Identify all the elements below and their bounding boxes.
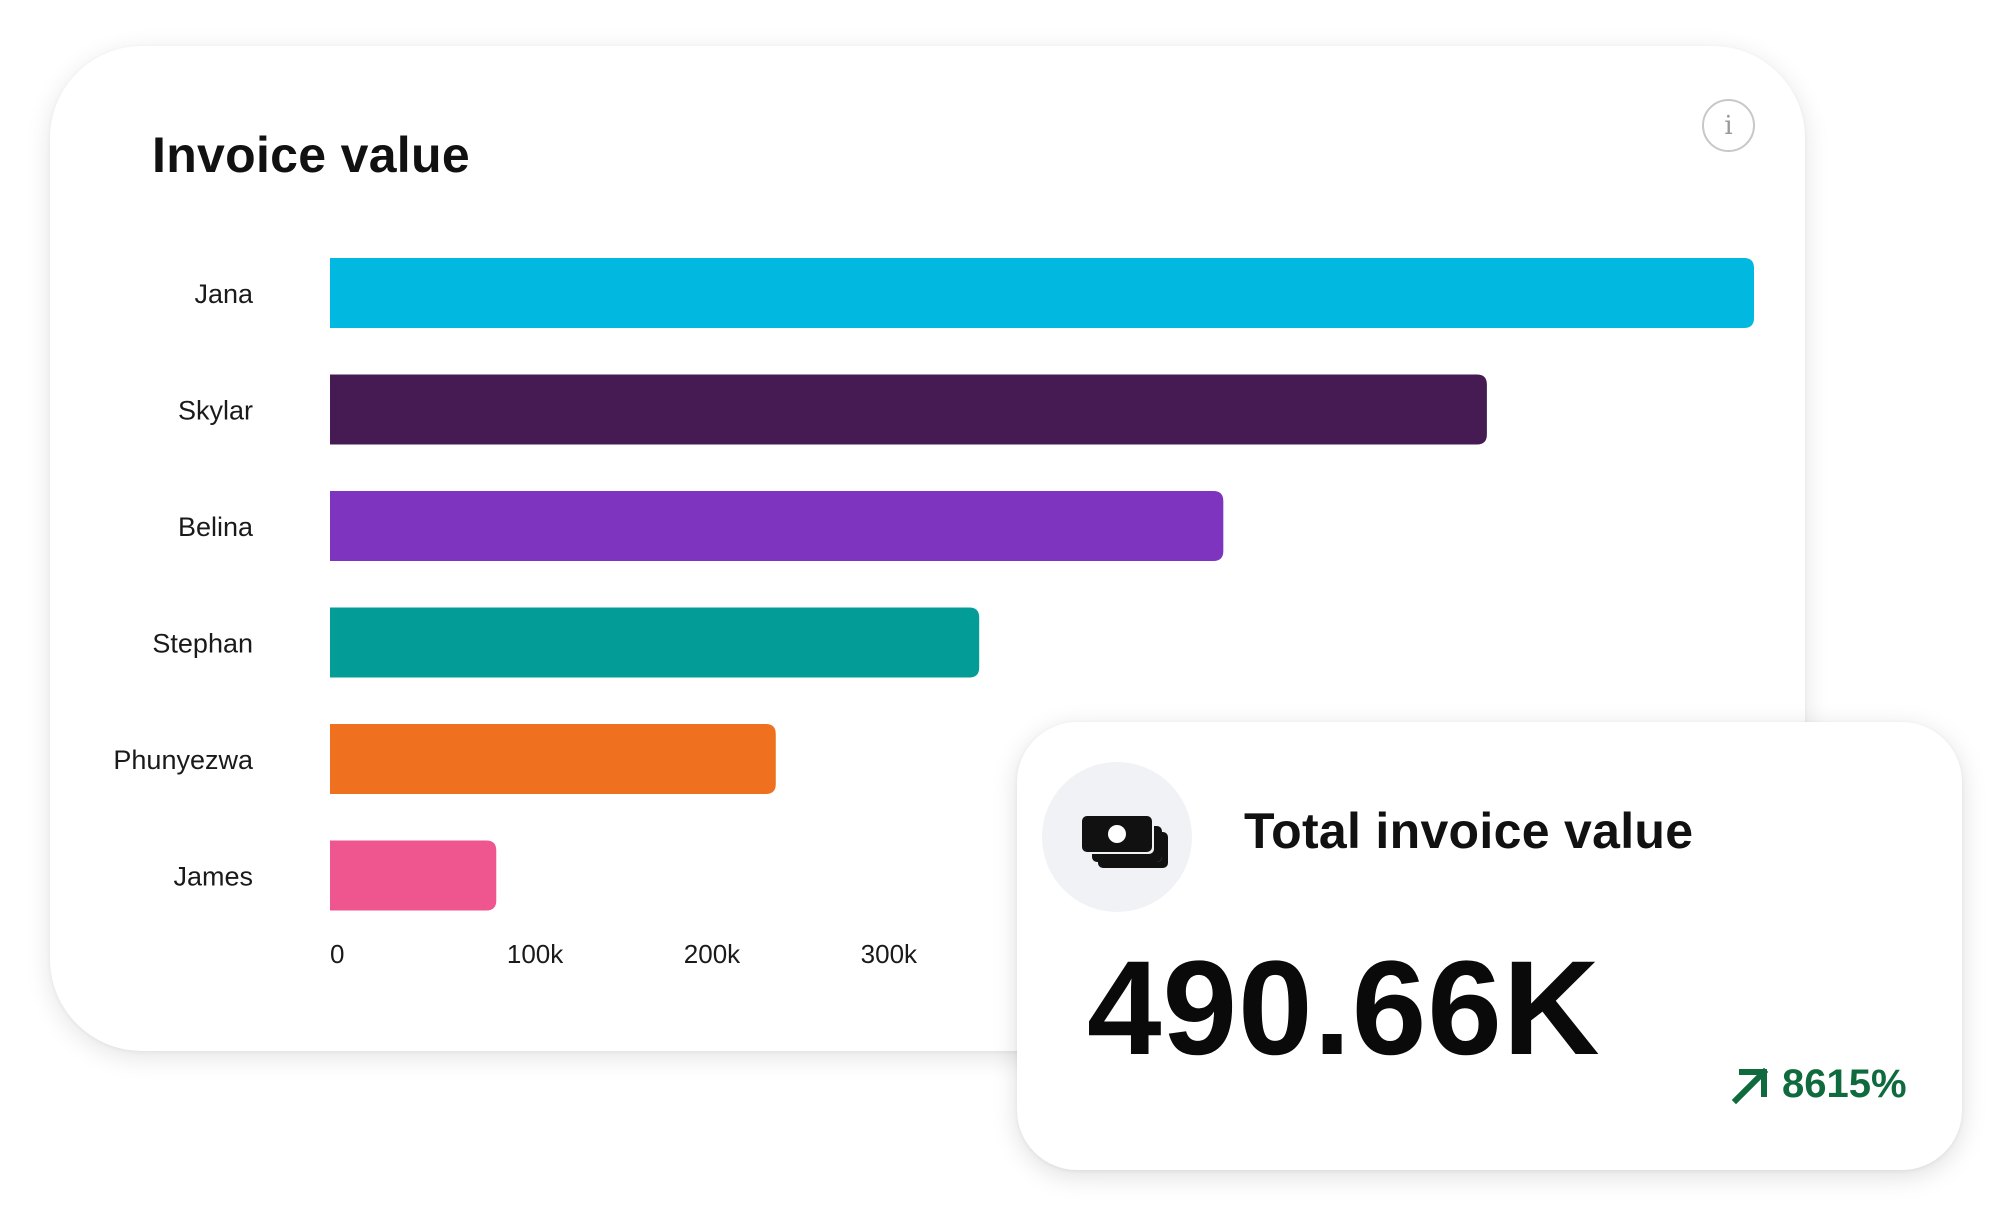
bar-james[interactable]: [330, 840, 497, 911]
x-tick-label: 300k: [861, 939, 918, 969]
info-icon[interactable]: i: [1702, 99, 1755, 152]
total-invoice-value-card: Total invoice value 490.66K 8615%: [1017, 722, 1962, 1170]
category-label: Stephan: [152, 629, 253, 659]
category-label: James: [173, 862, 253, 892]
x-tick-label: 0: [330, 939, 344, 969]
category-label: Phunyezwa: [113, 745, 254, 775]
x-tick-label: 100k: [507, 939, 564, 969]
arrow-up-right-icon: [1731, 1067, 1769, 1104]
category-label: Skylar: [178, 396, 253, 426]
category-label: Belina: [178, 512, 254, 542]
kpi-label: Total invoice value: [1244, 803, 1694, 859]
bar-jana[interactable]: [330, 258, 1754, 328]
x-tick-label: 200k: [684, 939, 741, 969]
kpi-change: 8615%: [1730, 1062, 1907, 1107]
bar-phunyezwa[interactable]: [330, 724, 776, 794]
bar-skylar[interactable]: [330, 374, 1487, 445]
kpi-change-value: 8615%: [1782, 1062, 1907, 1106]
bar-stephan[interactable]: [330, 607, 980, 678]
banknotes-icon: [1082, 816, 1168, 868]
bar-belina[interactable]: [330, 491, 1224, 561]
kpi-value: 490.66K: [1087, 934, 1601, 1083]
chart-title: Invoice value: [152, 127, 470, 183]
category-label: Jana: [194, 279, 254, 309]
